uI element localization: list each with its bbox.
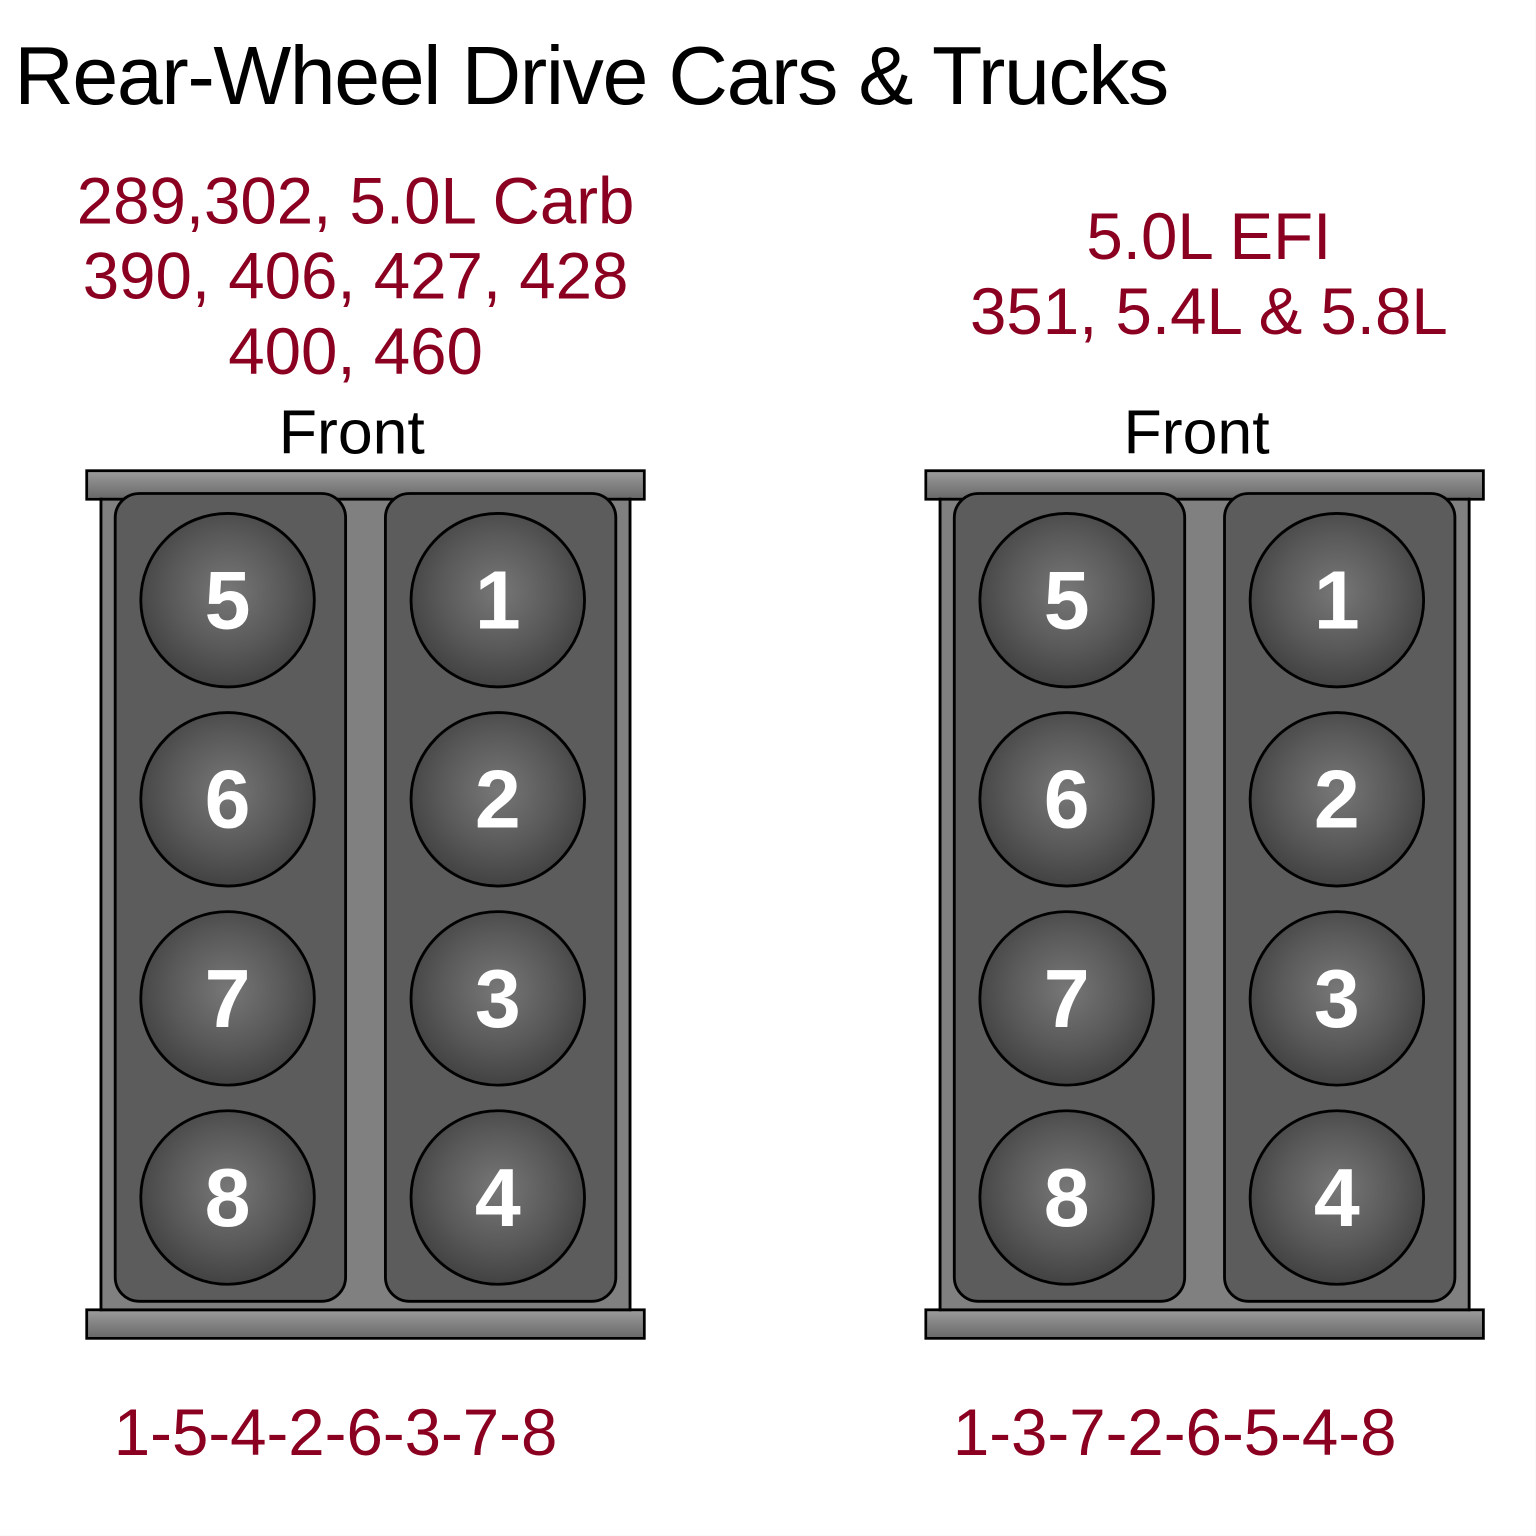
right-cylinder-8: 8 bbox=[978, 1109, 1154, 1285]
left-heading-line-3: 400, 460 bbox=[0, 314, 711, 389]
left-cylinder-8: 8 bbox=[139, 1109, 315, 1285]
right-block-bottom-bar bbox=[924, 1308, 1484, 1339]
right-cylinder-1: 1 bbox=[1249, 512, 1425, 688]
right-cylinder-7: 7 bbox=[978, 910, 1154, 1086]
left-cylinder-3: 3 bbox=[410, 910, 586, 1086]
right-cylinder-4: 4 bbox=[1249, 1109, 1425, 1285]
left-engine-heading: 289,302, 5.0L Carb 390, 406, 427, 428 40… bbox=[0, 164, 711, 390]
right-cylinder-6: 6 bbox=[978, 711, 1154, 887]
right-firing-order: 1-3-7-2-6-5-4-8 bbox=[953, 1394, 1397, 1471]
left-block-bottom-bar bbox=[85, 1308, 645, 1339]
left-cylinder-6: 6 bbox=[139, 711, 315, 887]
right-engine-heading: 5.0L EFI 351, 5.4L & 5.8L bbox=[853, 199, 1536, 349]
left-cylinder-7: 7 bbox=[139, 910, 315, 1086]
right-cylinder-2: 2 bbox=[1249, 711, 1425, 887]
left-firing-order: 1-5-4-2-6-3-7-8 bbox=[114, 1394, 558, 1471]
left-cylinder-1: 1 bbox=[410, 512, 586, 688]
right-front-label: Front bbox=[1124, 398, 1270, 469]
left-heading-line-1: 289,302, 5.0L Carb bbox=[0, 164, 711, 239]
right-heading-line-2: 351, 5.4L & 5.8L bbox=[853, 274, 1536, 349]
right-cylinder-5: 5 bbox=[978, 512, 1154, 688]
page-title: Rear-Wheel Drive Cars & Trucks bbox=[14, 28, 1168, 123]
left-cylinder-2: 2 bbox=[410, 711, 586, 887]
right-cylinder-3: 3 bbox=[1249, 910, 1425, 1086]
left-cylinder-5: 5 bbox=[139, 512, 315, 688]
left-cylinder-4: 4 bbox=[410, 1109, 586, 1285]
left-front-label: Front bbox=[279, 398, 425, 469]
left-heading-line-2: 390, 406, 427, 428 bbox=[0, 239, 711, 314]
right-heading-line-1: 5.0L EFI bbox=[853, 199, 1536, 274]
